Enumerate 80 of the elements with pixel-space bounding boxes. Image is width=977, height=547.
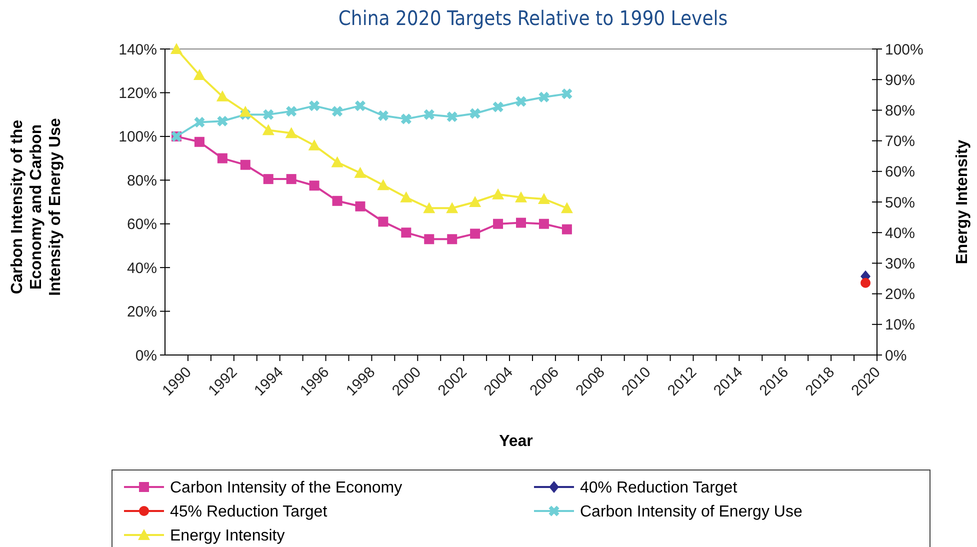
point <box>332 196 342 206</box>
chart-title: China 2020 Targets Relative to 1990 Levels <box>338 6 728 30</box>
y2-tick-label: 10% <box>885 316 916 334</box>
y2-tick-label: 50% <box>885 194 916 212</box>
legend-label: Carbon Intensity of Energy Use <box>580 504 802 521</box>
y-tick-label: 0% <box>135 347 157 364</box>
point <box>470 108 480 119</box>
point <box>377 179 390 190</box>
point <box>378 216 388 227</box>
point <box>447 234 458 244</box>
legend-label: Carbon Intensity of the Economy <box>170 480 402 497</box>
y2-tick-label: 60% <box>885 164 916 181</box>
y2-tick-label: 100% <box>885 41 924 58</box>
point <box>263 174 274 184</box>
point <box>538 218 549 229</box>
point <box>194 136 204 147</box>
y2-tick-label: 90% <box>885 72 916 89</box>
point <box>446 111 458 122</box>
point <box>470 228 480 239</box>
y2-tick-label: 0% <box>885 347 907 364</box>
legend-label: 40% Reduction Target <box>580 480 738 497</box>
point <box>240 160 250 170</box>
point <box>423 202 436 214</box>
point <box>562 224 572 234</box>
point <box>400 114 412 124</box>
y-tick-label: 80% <box>126 172 157 190</box>
point <box>239 106 252 117</box>
point <box>354 100 366 112</box>
y2-tick-label: 20% <box>885 286 916 304</box>
point <box>263 109 274 120</box>
y-tick-label: 140% <box>118 41 157 58</box>
point <box>309 180 320 191</box>
point <box>217 116 228 126</box>
point <box>378 110 388 121</box>
y-tick-label: 60% <box>126 216 157 234</box>
point <box>262 124 274 136</box>
y-tick-label: 40% <box>126 260 157 277</box>
y-tick-label: 20% <box>126 304 157 321</box>
x-axis-title: Year <box>499 433 533 450</box>
point <box>424 109 434 120</box>
point <box>309 100 320 112</box>
point <box>493 218 504 229</box>
legend-label: 45% Reduction Target <box>170 504 328 521</box>
y-tick-label: 120% <box>118 84 157 102</box>
y-axis-title: Carbon Intensity of the Economy and Carbon Intensity of Energy Use <box>9 118 64 296</box>
point <box>354 166 366 178</box>
point <box>170 43 182 54</box>
point <box>332 106 343 117</box>
point <box>331 156 344 168</box>
point <box>285 127 298 138</box>
point <box>355 201 366 212</box>
point <box>492 102 504 112</box>
y2-axis-title: Energy Intensity <box>954 140 971 264</box>
point <box>469 196 482 207</box>
y2-tick-label: 40% <box>885 224 916 242</box>
point <box>401 228 412 238</box>
point <box>193 69 206 80</box>
point <box>308 139 320 150</box>
point <box>286 174 296 184</box>
point <box>217 153 228 164</box>
point <box>516 218 526 228</box>
point <box>516 96 526 107</box>
point <box>424 234 434 244</box>
y2-tick-label: 70% <box>885 133 916 150</box>
point <box>560 202 573 214</box>
point <box>446 202 458 214</box>
point <box>562 88 572 100</box>
point <box>860 278 871 288</box>
y2-tick-label: 80% <box>885 102 916 120</box>
legend-label: Energy Intensity <box>170 528 285 545</box>
point <box>538 92 550 102</box>
point <box>538 192 550 204</box>
point <box>492 188 504 200</box>
point <box>216 90 228 102</box>
y2-tick-label: 30% <box>885 255 916 272</box>
point <box>286 106 297 117</box>
point <box>194 116 205 128</box>
y-tick-label: 100% <box>118 128 157 146</box>
point <box>400 191 412 202</box>
point <box>515 191 527 202</box>
